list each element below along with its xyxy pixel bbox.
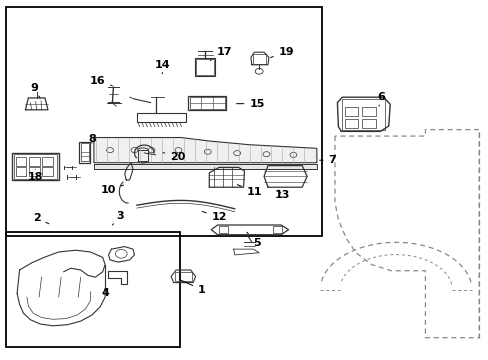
Bar [81, 143, 88, 161]
Bar [342, 99, 385, 130]
Text: 3: 3 [112, 211, 123, 225]
Text: 15: 15 [236, 99, 264, 109]
Text: 13: 13 [274, 190, 290, 200]
Text: 19: 19 [270, 47, 294, 58]
Text: 20: 20 [163, 152, 185, 162]
Text: 1: 1 [181, 280, 205, 295]
Text: 18: 18 [27, 169, 43, 182]
Bar [219, 226, 227, 233]
Bar [12, 153, 59, 180]
Bar [14, 154, 57, 179]
Bar [42, 167, 53, 176]
Bar [29, 167, 40, 176]
Text: 14: 14 [154, 60, 170, 74]
Bar [361, 107, 375, 116]
Text: 17: 17 [210, 47, 232, 60]
Bar [194, 58, 215, 76]
Text: 11: 11 [237, 185, 262, 197]
Polygon shape [94, 164, 316, 169]
Bar [272, 226, 281, 233]
Bar [29, 157, 40, 166]
Bar [16, 167, 26, 176]
Polygon shape [94, 138, 316, 163]
Bar [79, 142, 90, 163]
Bar [253, 54, 265, 64]
Bar [175, 272, 192, 281]
Bar [195, 59, 214, 75]
Bar [344, 119, 358, 128]
Text: 4: 4 [101, 288, 109, 298]
Text: 6: 6 [377, 92, 385, 106]
Text: 10: 10 [101, 185, 123, 195]
Text: 5: 5 [246, 232, 260, 248]
Text: 2: 2 [33, 213, 49, 224]
Bar [16, 157, 26, 166]
Text: 9: 9 [30, 83, 40, 98]
Bar [6, 7, 321, 236]
Bar [189, 97, 224, 109]
Bar [42, 157, 53, 166]
Bar [6, 232, 180, 347]
Bar [361, 119, 375, 128]
Bar [188, 96, 226, 110]
Text: 8: 8 [88, 134, 96, 144]
Bar [138, 150, 147, 161]
Bar [344, 107, 358, 116]
Text: 16: 16 [89, 76, 112, 86]
Text: 7: 7 [319, 155, 336, 165]
Text: 12: 12 [202, 211, 227, 222]
